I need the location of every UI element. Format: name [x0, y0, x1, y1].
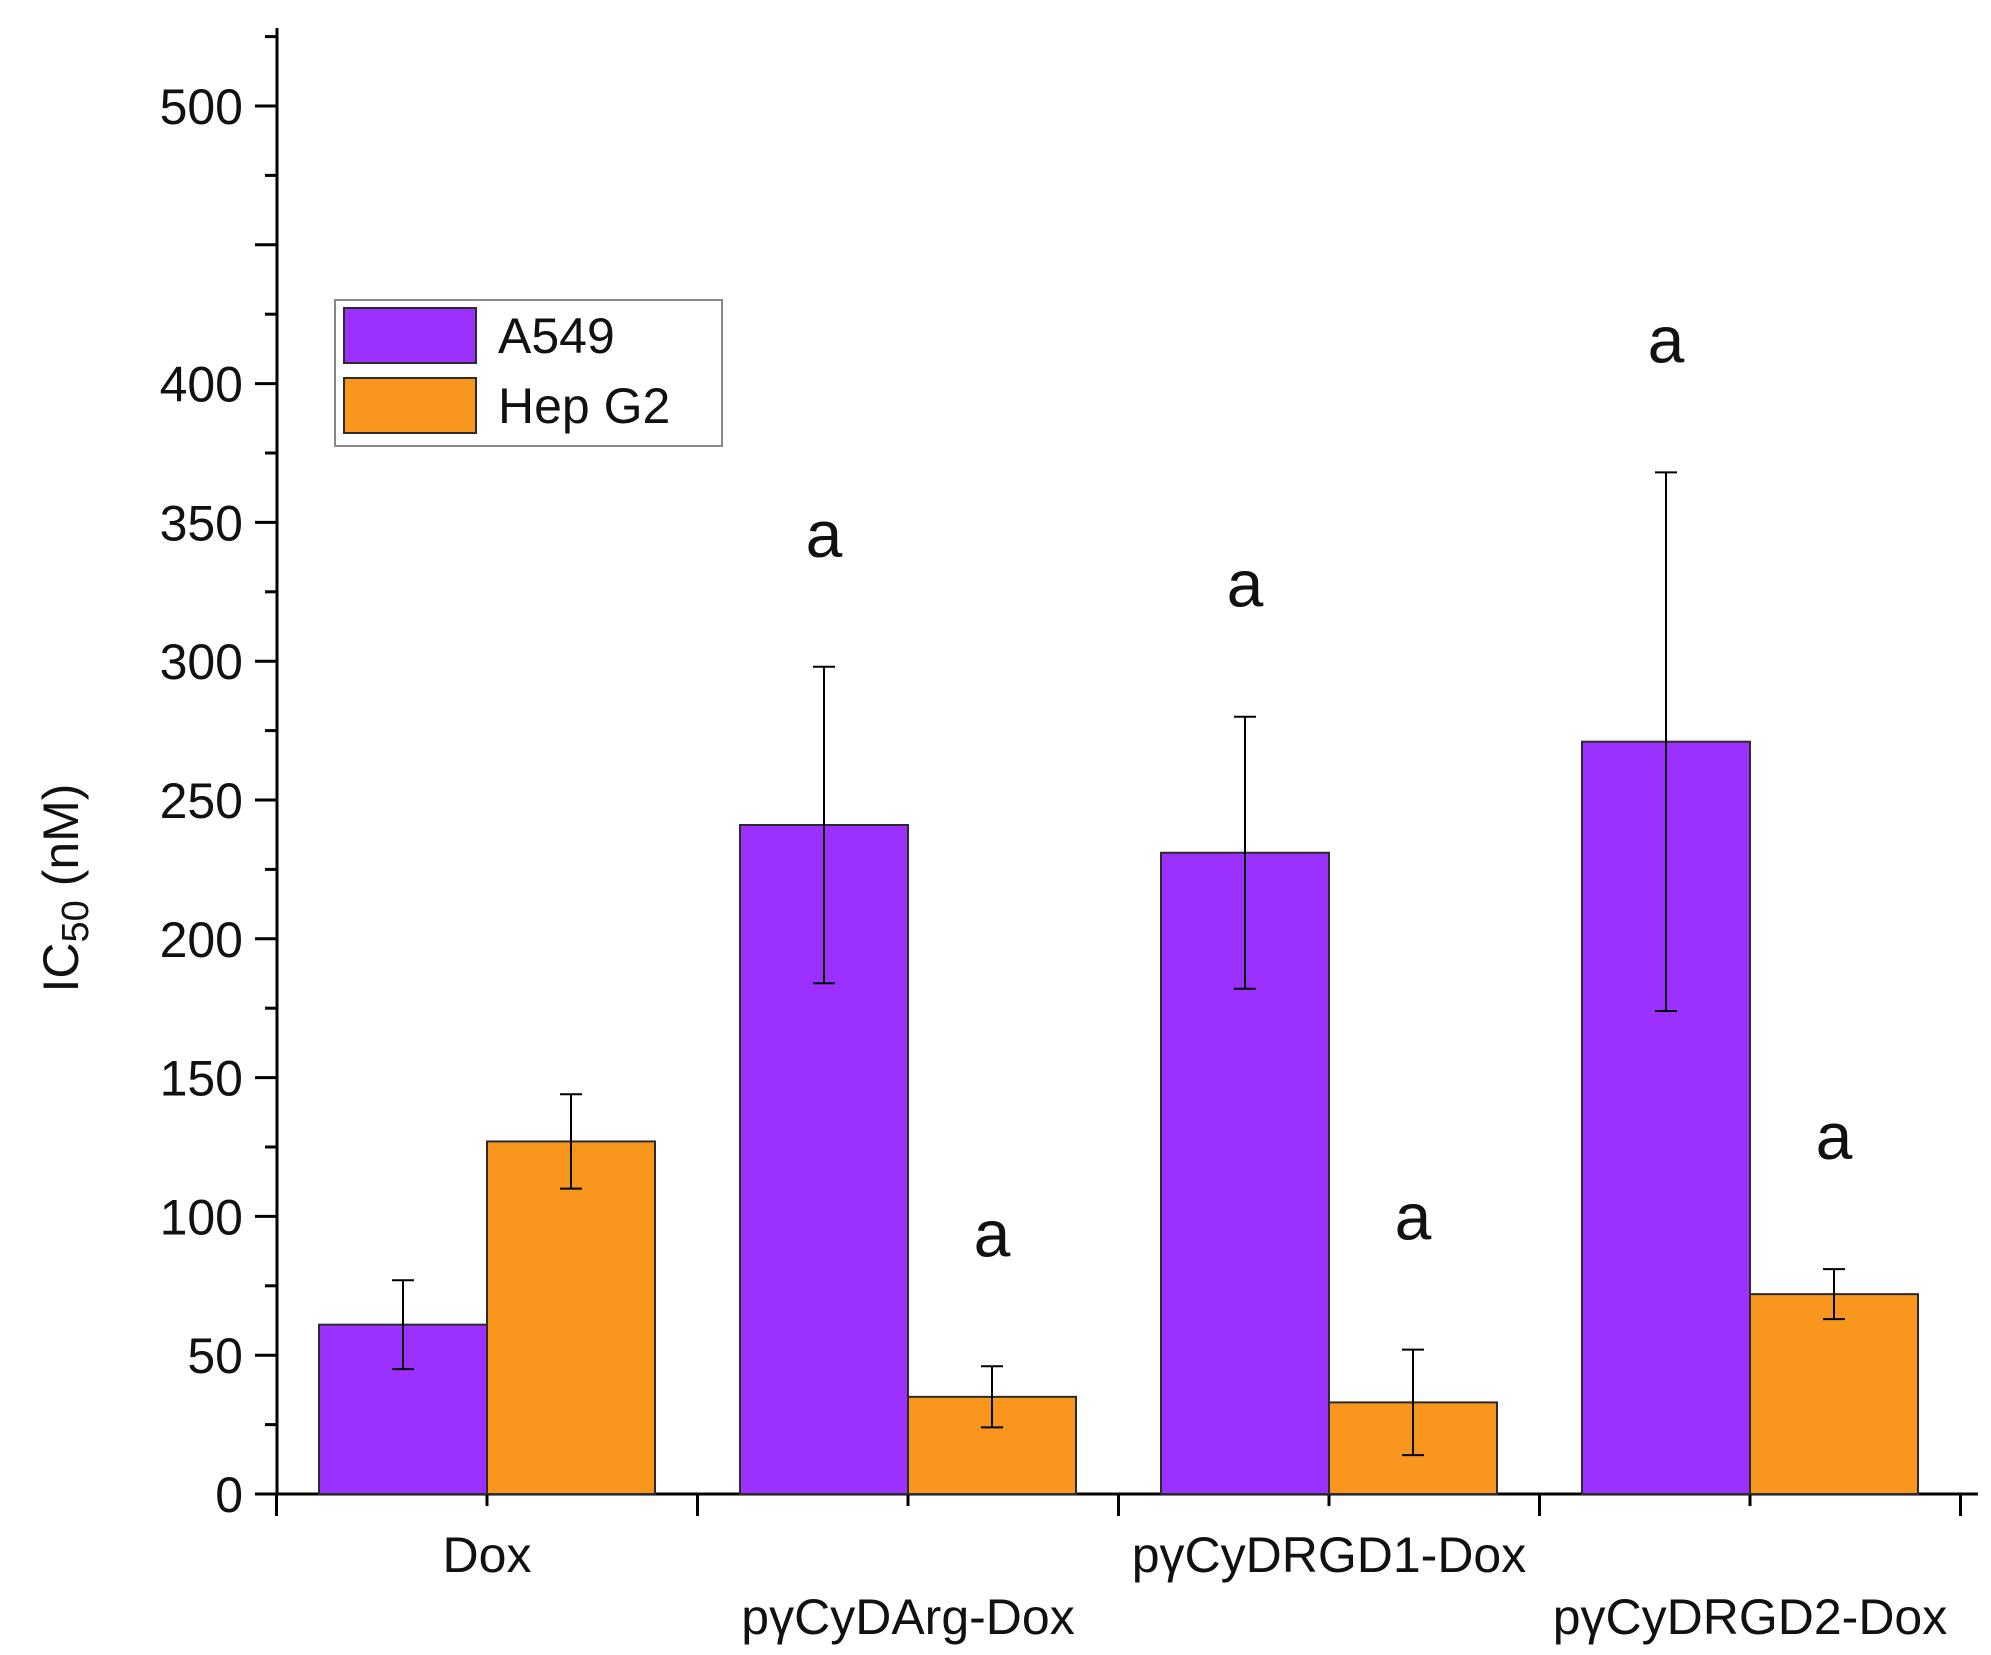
- y-tick-label: 300: [160, 634, 243, 690]
- y-tick-label: 500: [160, 79, 243, 135]
- legend-label: Hep G2: [498, 378, 670, 434]
- significance-label: a: [806, 497, 843, 571]
- legend: A549 Hep G2: [334, 299, 723, 447]
- y-tick-label: 400: [160, 357, 243, 413]
- x-category-label: pγCyDRGD2-Dox: [1553, 1589, 1948, 1645]
- bar-hepg2: [486, 1140, 656, 1495]
- legend-label: A549: [498, 308, 615, 364]
- x-category-label: pγCyDArg-Dox: [741, 1589, 1074, 1645]
- significance-label: a: [974, 1196, 1011, 1270]
- legend-swatch: [343, 307, 477, 364]
- y-tick-label: 200: [160, 912, 243, 968]
- y-tick-label: 0: [215, 1467, 243, 1523]
- significance-label: a: [1816, 1099, 1853, 1173]
- y-axis-label-subscript: 50: [55, 900, 97, 942]
- significance-label: a: [1395, 1180, 1432, 1254]
- y-axis-label-unit: (nM): [33, 784, 89, 901]
- legend-swatch: [343, 377, 477, 434]
- x-category-label: pγCyDRGD1-Dox: [1132, 1527, 1527, 1583]
- y-axis-label: IC50 (nM): [33, 784, 97, 993]
- y-tick-label: 350: [160, 495, 243, 551]
- bar-hepg2: [1749, 1293, 1919, 1496]
- error-bars: [392, 471, 1845, 1457]
- y-tick-label: 150: [160, 1051, 243, 1107]
- significance-label: a: [1648, 302, 1685, 376]
- y-tick-label: 100: [160, 1189, 243, 1245]
- significance-label: a: [1227, 547, 1264, 621]
- y-tick-label: 250: [160, 773, 243, 829]
- bars: [318, 740, 1919, 1496]
- y-tick-label: 50: [187, 1328, 243, 1384]
- x-category-label: Dox: [443, 1527, 532, 1583]
- y-axis-label-main: IC: [33, 942, 89, 992]
- labels: 0 50 100 150 200 250 300 350 400 500 a a a a a a Dox pγCy…: [160, 79, 1948, 1645]
